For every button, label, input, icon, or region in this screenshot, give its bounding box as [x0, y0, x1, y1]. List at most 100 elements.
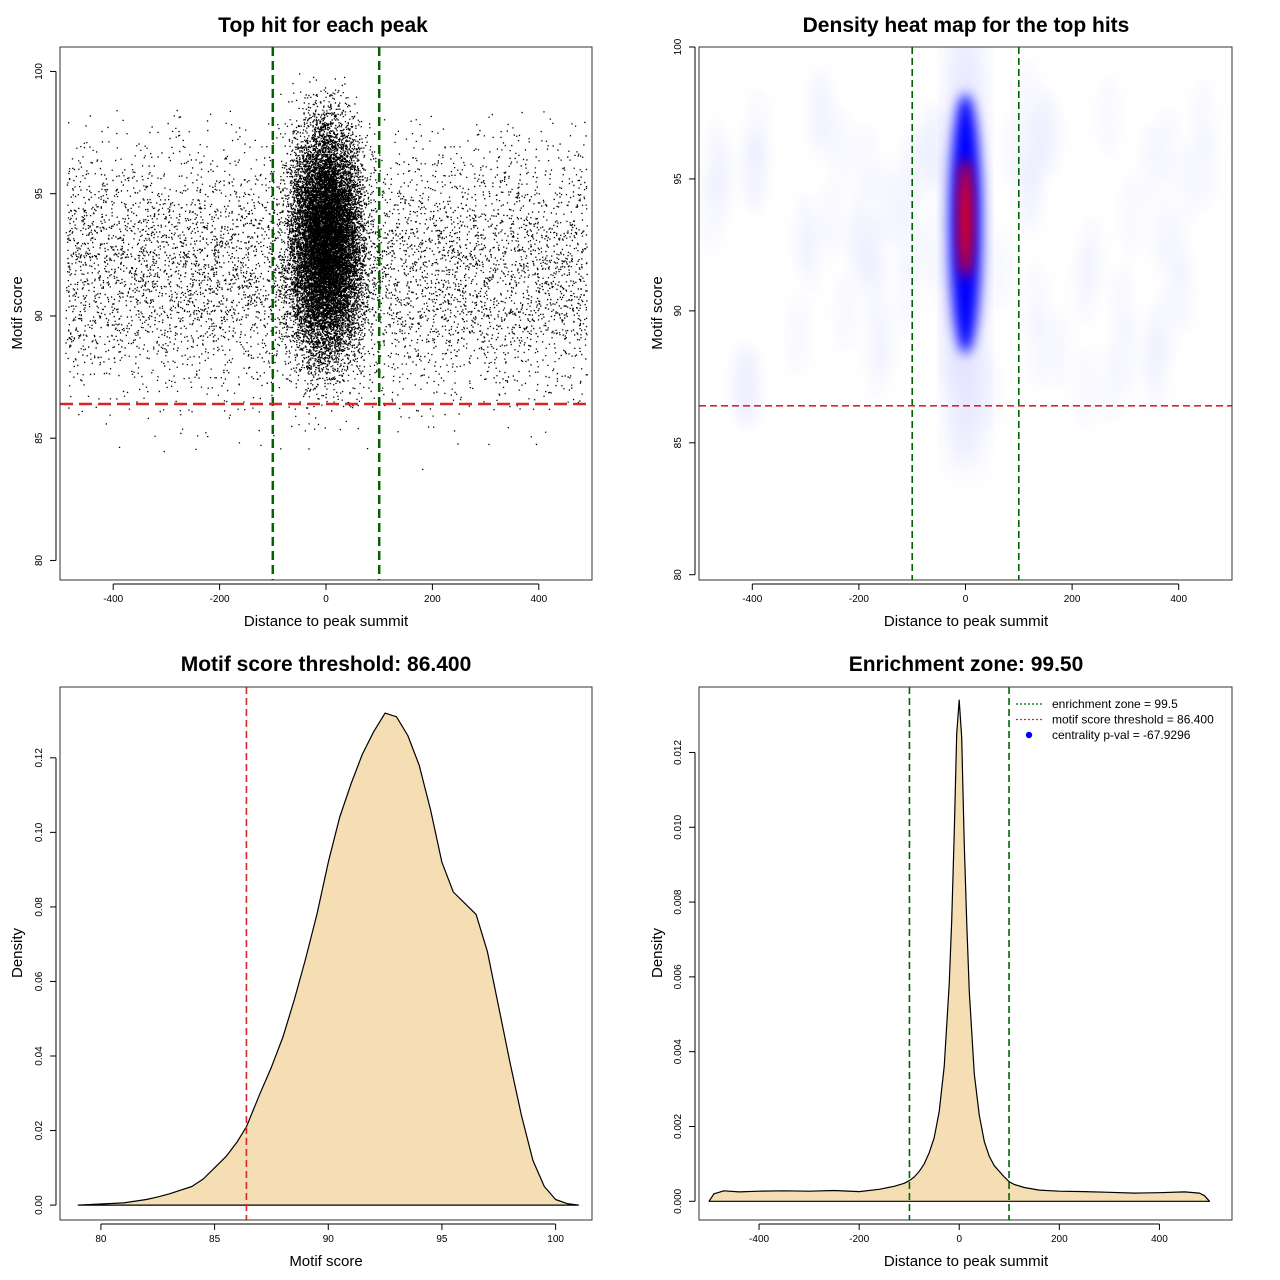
x-tick-label: -400	[749, 1234, 769, 1245]
heatmap-cell	[1114, 314, 1139, 395]
heatmap-cell	[1073, 348, 1098, 429]
heatmap-cell	[871, 297, 896, 378]
x-tick-label: 400	[530, 594, 547, 605]
heatmap-cell	[704, 118, 729, 199]
x-axis: -400 -200 0 200 400	[749, 1223, 1168, 1245]
score-density-panel: Motif score threshold: 86.400 80 85 90 95 10…	[9, 653, 593, 1270]
y-tick-label: 85	[34, 432, 45, 444]
heatmap-cell	[746, 87, 771, 168]
x-tick-label: 400	[1170, 594, 1187, 605]
heatmap-cell	[1079, 216, 1104, 297]
x-tick-label: 100	[547, 1234, 564, 1245]
y-tick-label: 0.000	[673, 1188, 684, 1213]
legend: enrichment zone = 99.5 motif score thresh…	[1016, 697, 1214, 742]
heatmap-cell	[988, 229, 1013, 310]
legend-label: centrality p-val = -67.9296	[1052, 728, 1191, 742]
x-tick-label: -200	[849, 594, 869, 605]
y-axis-label: Density	[649, 927, 666, 978]
heatmap-cell	[833, 271, 858, 352]
x-tick-label: 95	[436, 1234, 448, 1245]
x-tick-label: 200	[1051, 1234, 1068, 1245]
x-tick-label: 80	[95, 1234, 107, 1245]
heatmap-cell	[1018, 155, 1043, 236]
x-tick-label: 0	[323, 594, 329, 605]
y-axis-label: Motif score	[649, 276, 666, 349]
y-axis: 80 85 90 95 100	[34, 63, 57, 566]
x-tick-label: 90	[323, 1234, 335, 1245]
heatmap-cell	[1047, 310, 1072, 391]
x-axis-label: Motif score	[289, 1253, 362, 1270]
heatmap-cell	[1170, 252, 1195, 333]
y-tick-label: 0.012	[673, 740, 684, 765]
heatmap-cell	[894, 255, 919, 336]
x-tick-label: 200	[1064, 594, 1081, 605]
chart-title: Motif score threshold: 86.400	[181, 653, 472, 676]
chart-title: Top hit for each peak	[218, 14, 428, 37]
heatmap-cell	[740, 346, 765, 427]
y-axis: 0.00 0.02 0.04 0.06 0.08 0.10 0.12	[34, 748, 57, 1215]
scatter-point-cloud	[65, 73, 588, 471]
heatmap-cell	[1025, 261, 1050, 342]
y-tick-label: 0.010	[673, 814, 684, 839]
legend-label: motif score threshold = 86.400	[1052, 713, 1214, 727]
x-tick-label: 200	[424, 594, 441, 605]
heatmap-cell	[1154, 105, 1179, 186]
y-tick-label: 0.04	[34, 1046, 45, 1066]
density-area	[708, 699, 1211, 1202]
x-tick-label: -200	[210, 594, 230, 605]
y-tick-label: 0.006	[673, 964, 684, 989]
heatmap-cell	[1140, 307, 1165, 388]
plot-frame	[59, 46, 593, 581]
x-axis-label: Distance to peak summit	[884, 1253, 1049, 1270]
chart-title: Enrichment zone: 99.50	[849, 653, 1084, 676]
chart-title: Density heat map for the top hits	[803, 14, 1130, 37]
y-tick-label: 95	[34, 188, 45, 200]
y-tick-label: 0.06	[34, 971, 45, 991]
y-tick-label: 0.004	[673, 1039, 684, 1064]
y-axis-label: Motif score	[9, 276, 26, 349]
x-tick-label: -400	[103, 594, 123, 605]
x-tick-label: 85	[209, 1234, 221, 1245]
y-tick-label: 0.00	[34, 1195, 45, 1215]
scatter-panel: Top hit for each peak -400 -200 0 200 400 80…	[9, 14, 593, 630]
y-tick-label: 80	[34, 554, 45, 566]
x-axis: 80 85 90 95 100	[95, 1223, 564, 1245]
y-tick-label: 95	[673, 173, 684, 185]
enrichment-density-panel: Enrichment zone: 99.50 -400 -200 0 200 400 0…	[649, 653, 1233, 1270]
x-axis: -400 -200 0 200 400	[103, 583, 548, 605]
x-axis-label: Distance to peak summit	[884, 613, 1049, 630]
y-tick-label: 0.002	[673, 1114, 684, 1139]
heatmap-cell	[924, 109, 949, 190]
heatmap-cell	[829, 106, 854, 187]
heatmap-cell	[853, 123, 878, 204]
y-tick-label: 90	[34, 310, 45, 322]
x-tick-label: 0	[956, 1234, 962, 1245]
y-tick-label: 0.02	[34, 1120, 45, 1140]
x-tick-label: 400	[1151, 1234, 1168, 1245]
reference-lines	[908, 687, 1010, 1220]
density-heat	[699, 47, 1232, 580]
reference-lines	[699, 47, 1232, 580]
heatmap-cell	[807, 65, 832, 146]
heatmap-cell	[1119, 175, 1144, 256]
y-tick-label: 100	[34, 63, 45, 80]
x-tick-label: -200	[849, 1234, 869, 1245]
x-tick-label: 0	[963, 594, 969, 605]
density-area	[77, 712, 579, 1206]
density-curve	[708, 699, 1211, 1202]
plot-frame	[59, 686, 593, 1221]
heatmap-cell	[819, 178, 844, 259]
heatmap-cell	[1096, 75, 1121, 156]
heatmap-cell	[917, 210, 942, 291]
density-curve	[77, 712, 579, 1206]
y-tick-label: 80	[673, 569, 684, 581]
heatmap-cell	[1194, 129, 1219, 210]
x-axis-label: Distance to peak summit	[244, 613, 409, 630]
y-tick-label: 100	[673, 38, 684, 55]
x-axis: -400 -200 0 200 400	[742, 583, 1187, 605]
y-tick-label: 0.08	[34, 897, 45, 917]
heatmap-cell	[786, 295, 811, 376]
y-axis: 80 85 90 95 100	[673, 38, 696, 581]
heatmap-panel: Density heat map for the top hits -400 -2…	[649, 14, 1233, 630]
